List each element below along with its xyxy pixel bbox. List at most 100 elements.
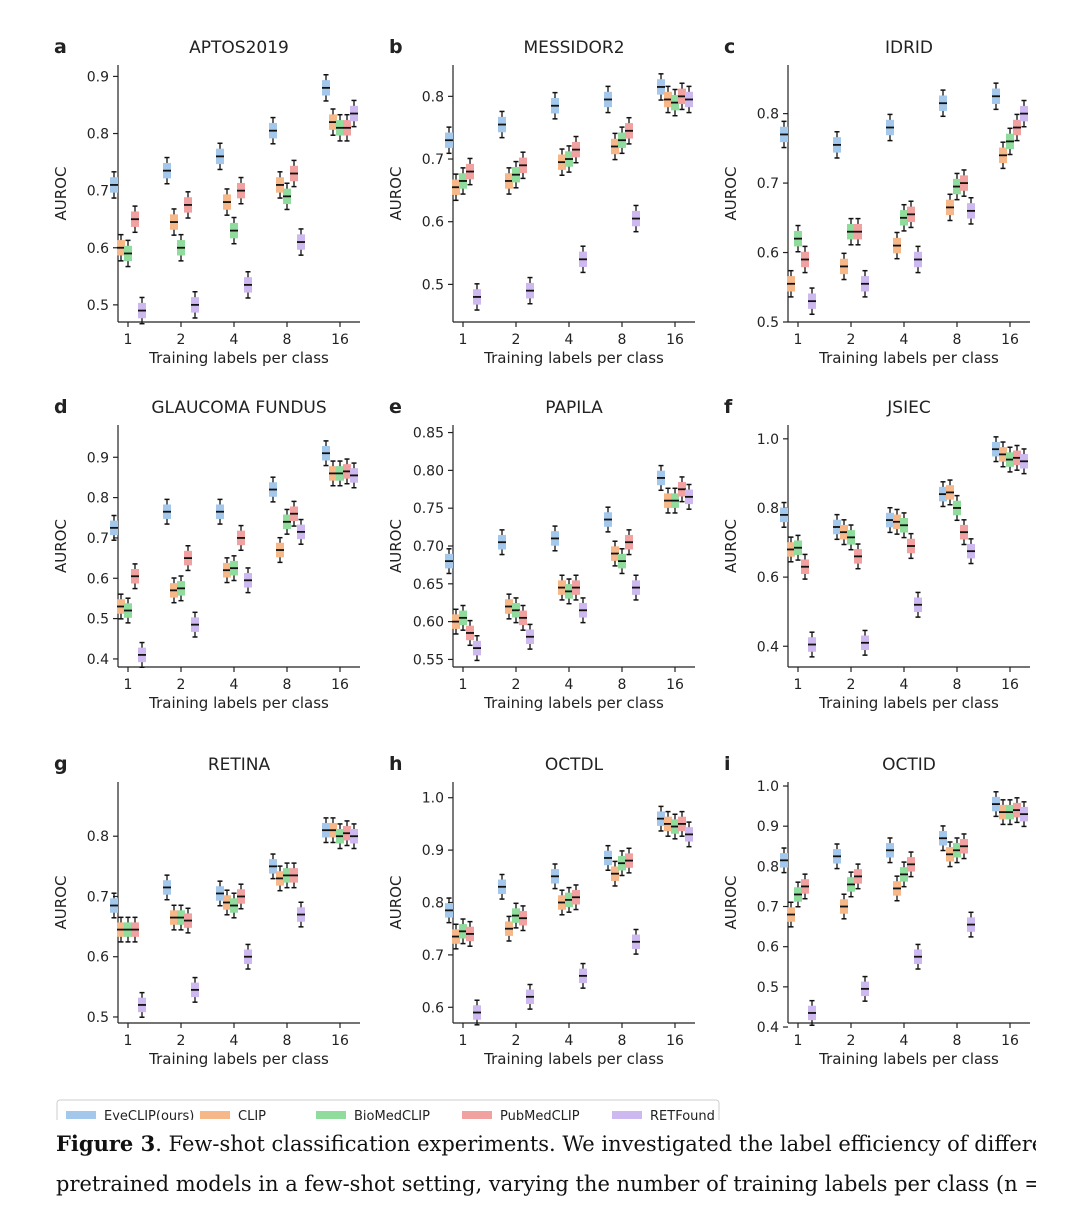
box-clip [329,817,337,844]
y-tick-label: 1.0 [757,432,779,448]
box-eyeclipours [216,498,224,525]
x-tick-label: 16 [1001,1033,1019,1049]
y-tick-label: 0.8 [87,829,109,845]
box-clip [505,915,513,942]
legend-entry: CLIP [200,1109,266,1120]
box-biomedclip [230,216,238,245]
box-pubmedclip [854,217,862,246]
box-clip [505,167,513,195]
y-axis-label: AUROC [52,876,70,930]
y-axis-label: AUROC [722,519,740,573]
box-eyeclipours [657,464,665,492]
y-tick-label: 0.9 [87,69,109,85]
box-pubmedclip [625,847,633,874]
box-pubmedclip [343,113,351,142]
box-pubmedclip [519,905,527,932]
box-pubmedclip [466,920,474,947]
y-tick-label: 0.8 [757,107,779,123]
box-eyeclipours [163,874,171,901]
box-eyeclipours [322,817,330,844]
box-clip [170,904,178,931]
box-eyeclipours [657,73,665,101]
box-retfound [191,291,199,319]
box-clip [999,141,1007,170]
box-clip [946,479,954,506]
box-clip [999,441,1007,468]
legend-entry: EyeCLIP(ours) [66,1109,194,1120]
y-tick-label: 0.60 [413,615,444,631]
box-retfound [526,276,534,305]
y-tick-label: 0.6 [87,571,109,587]
box-eyeclipours [939,825,947,852]
box-clip [558,148,566,177]
x-tick-label: 8 [618,677,627,693]
panel-title: PAPILA [545,398,603,418]
box-biomedclip [177,233,185,262]
box-pubmedclip [184,907,192,934]
box-clip [276,171,284,199]
panel-e: e PAPILA 0.55 0.60 0.65 0.70 0.75 0.80 0.85 1 2 4 8 1… [387,396,695,712]
box-retfound [473,283,481,311]
y-tick-label: 0.8 [422,896,444,912]
box-eyeclipours [163,498,171,525]
box-pubmedclip [960,833,968,860]
y-tick-label: 0.5 [757,980,779,996]
box-pubmedclip [343,458,351,485]
x-tick-label: 16 [1001,677,1019,693]
y-tick-label: 0.6 [87,950,109,966]
y-tick-label: 0.6 [757,940,779,956]
box-pubmedclip [131,563,139,590]
box-pubmedclip [1013,797,1021,824]
y-tick-label: 0.8 [87,491,109,507]
box-biomedclip [618,548,626,575]
box-eyeclipours [780,120,788,149]
box-eyeclipours [604,844,612,872]
box-retfound [297,901,305,928]
x-tick-label: 8 [953,332,962,348]
x-tick-label: 2 [512,332,521,348]
box-biomedclip [847,524,855,551]
panel-letter: i [724,753,731,775]
x-tick-label: 1 [459,1033,468,1049]
panel-letter: h [389,753,403,775]
box-eyeclipours [886,837,894,864]
box-eyeclipours [992,82,1000,111]
box-retfound [632,204,640,233]
legend-swatch [462,1111,492,1119]
x-tick-label: 4 [900,1033,909,1049]
box-retfound [808,999,816,1026]
panel-letter: d [54,396,68,418]
box-pubmedclip [572,884,580,911]
box-biomedclip [177,904,185,931]
legend-label: PubMedCLIP [500,1109,580,1120]
box-retfound [685,85,693,114]
y-axis-label: AUROC [52,519,70,573]
box-biomedclip [336,460,344,487]
box-retfound [526,983,534,1010]
box-biomedclip [459,918,467,945]
box-retfound [350,823,358,850]
box-eyeclipours [551,525,559,552]
y-tick-label: 0.4 [87,652,109,668]
box-retfound [1020,448,1028,475]
panel-letter: b [389,36,403,58]
box-biomedclip [847,217,855,246]
box-retfound [297,228,305,256]
box-eyeclipours [269,116,277,145]
x-axis-label: Training labels per class [148,1050,329,1068]
box-retfound [138,641,146,668]
y-tick-label: 0.6 [422,215,444,231]
y-tick-label: 1.0 [757,779,779,795]
box-eyeclipours [110,171,118,199]
box-clip [452,923,460,950]
panel-title: RETINA [208,755,271,775]
x-axis-label: Training labels per class [483,1050,664,1068]
x-tick-label: 1 [794,332,803,348]
box-retfound [579,245,587,274]
box-biomedclip [794,224,802,253]
legend-label: EyeCLIP(ours) [104,1109,194,1120]
x-tick-label: 1 [794,677,803,693]
box-retfound [350,99,358,128]
